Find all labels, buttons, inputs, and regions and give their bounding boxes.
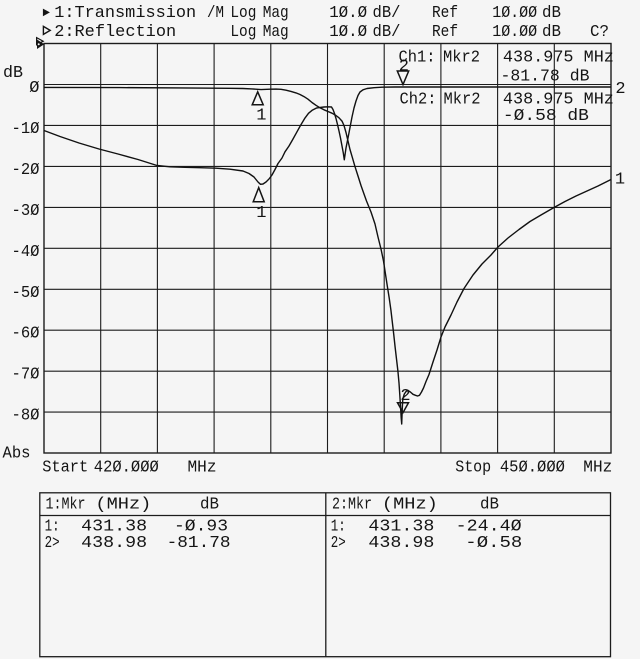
svg-text:Log: Log <box>230 23 256 42</box>
svg-text:MHz: MHz <box>188 459 217 478</box>
svg-text:-Ø.58 dB: -Ø.58 dB <box>503 107 589 126</box>
svg-text:C?: C? <box>590 23 609 42</box>
svg-text:1: 1 <box>256 106 266 125</box>
svg-text:1Ø.Ø: 1Ø.Ø <box>329 4 367 23</box>
svg-text:Ch2:: Ch2: <box>400 91 437 110</box>
svg-text:dB: dB <box>200 495 219 514</box>
svg-text:Ø: Ø <box>29 79 39 98</box>
svg-text:MHz: MHz <box>583 459 612 478</box>
svg-text:45Ø.ØØØ: 45Ø.ØØØ <box>500 459 565 478</box>
svg-text:431.38: 431.38 <box>368 518 434 537</box>
svg-text:Start: Start <box>42 459 88 478</box>
svg-text:-81.78 dB: -81.78 dB <box>501 67 590 86</box>
svg-text:-5Ø: -5Ø <box>12 284 40 303</box>
svg-text:dB: dB <box>3 64 23 83</box>
svg-text:2:Mkr: 2:Mkr <box>332 495 372 514</box>
svg-text:-6Ø: -6Ø <box>12 325 40 344</box>
svg-text:Ch1:: Ch1: <box>399 49 436 68</box>
svg-text:1Ø.ØØ: 1Ø.ØØ <box>492 4 537 23</box>
svg-text:(MHz): (MHz) <box>95 495 151 514</box>
svg-text:Abs: Abs <box>3 445 31 464</box>
svg-text:-1Ø: -1Ø <box>12 120 40 139</box>
svg-text:Mkr2: Mkr2 <box>444 91 481 110</box>
svg-text:(MHz): (MHz) <box>382 495 438 514</box>
svg-text:Mag: Mag <box>263 4 289 23</box>
svg-text:Mag: Mag <box>263 23 289 42</box>
svg-text:438.98: 438.98 <box>368 534 434 553</box>
svg-text:1:: 1: <box>331 518 346 537</box>
svg-text:-8Ø: -8Ø <box>12 407 40 426</box>
svg-text:2: 2 <box>400 387 410 406</box>
svg-text:2>: 2> <box>45 534 60 553</box>
svg-text:2>: 2> <box>331 534 346 553</box>
svg-text:1Ø.Ø: 1Ø.Ø <box>329 23 367 42</box>
svg-text:Ref: Ref <box>432 4 458 23</box>
svg-text:-24.4Ø: -24.4Ø <box>456 518 522 537</box>
svg-text:438.975 MHz: 438.975 MHz <box>503 49 614 68</box>
svg-text:1: 1 <box>256 204 266 223</box>
svg-text:-Ø.93: -Ø.93 <box>174 518 228 537</box>
svg-text:dB: dB <box>542 23 561 42</box>
svg-text:-7Ø: -7Ø <box>12 366 40 385</box>
svg-text:/M: /M <box>207 4 224 23</box>
svg-text:1:Transmission: 1:Transmission <box>54 4 196 23</box>
svg-text:dB/: dB/ <box>373 23 401 42</box>
svg-text:1:Mkr: 1:Mkr <box>46 495 86 514</box>
svg-text:-3Ø: -3Ø <box>12 202 40 221</box>
svg-text:Stop: Stop <box>455 459 491 478</box>
svg-text:2:Reflection: 2:Reflection <box>54 23 176 42</box>
svg-text:-81.78: -81.78 <box>167 534 231 553</box>
svg-text:Mkr2: Mkr2 <box>443 49 480 68</box>
svg-text:dB: dB <box>542 4 561 23</box>
svg-text:42Ø.ØØØ: 42Ø.ØØØ <box>94 459 159 478</box>
svg-text:Ref: Ref <box>432 23 458 42</box>
svg-text:-4Ø: -4Ø <box>12 243 40 262</box>
svg-text:1: 1 <box>615 171 625 190</box>
svg-text:dB/: dB/ <box>373 4 401 23</box>
svg-text:Log: Log <box>230 4 256 23</box>
svg-text:431.38: 431.38 <box>81 518 147 537</box>
svg-text:2: 2 <box>399 58 409 77</box>
svg-text:-2Ø: -2Ø <box>12 161 40 180</box>
svg-text:-Ø.58: -Ø.58 <box>465 534 522 553</box>
svg-text:dB: dB <box>480 495 499 514</box>
svg-text:2: 2 <box>615 80 625 99</box>
svg-text:438.975 MHz: 438.975 MHz <box>503 91 614 110</box>
svg-text:1Ø.ØØ: 1Ø.ØØ <box>492 23 537 42</box>
svg-text:438.98: 438.98 <box>81 534 147 553</box>
svg-text:1:: 1: <box>45 518 60 537</box>
